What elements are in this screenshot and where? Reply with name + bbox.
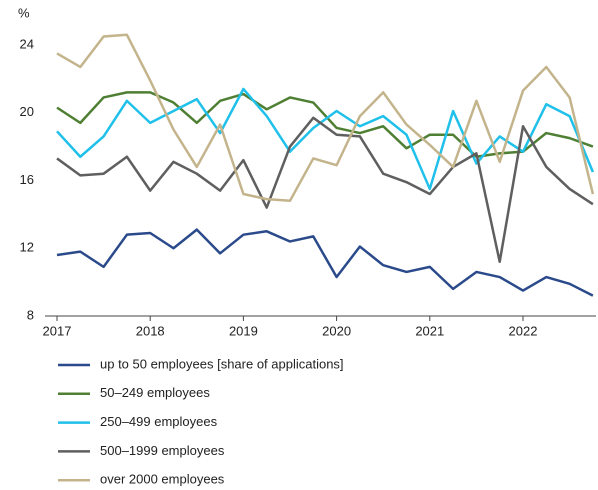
series-line: [56, 87, 595, 191]
y-unit: %: [18, 5, 30, 20]
y-tick-label: 12: [20, 240, 34, 255]
x-tick-label: 2017: [43, 323, 72, 338]
y-tick-label: 16: [20, 172, 34, 187]
legend-label: up to 50 employees [share of application…: [100, 356, 344, 371]
legend-label: 250–499 employees: [100, 414, 218, 429]
x-tick-label: 2020: [322, 323, 351, 338]
series-line: [56, 33, 595, 203]
x-tick-label: 2021: [415, 323, 444, 338]
series-line: [56, 228, 594, 297]
x-tick-label: 2022: [509, 323, 538, 338]
y-tick-label: 20: [20, 104, 34, 119]
series-line: [56, 116, 594, 264]
legend-label: 50–249 employees: [100, 385, 210, 400]
legend-label: 500–1999 employees: [100, 443, 225, 458]
legend-label: over 2000 employees: [100, 472, 225, 487]
y-tick-label: 8: [27, 307, 34, 322]
y-tick-label: 24: [20, 36, 34, 51]
x-tick-label: 2018: [136, 323, 165, 338]
x-tick-label: 2019: [229, 323, 258, 338]
